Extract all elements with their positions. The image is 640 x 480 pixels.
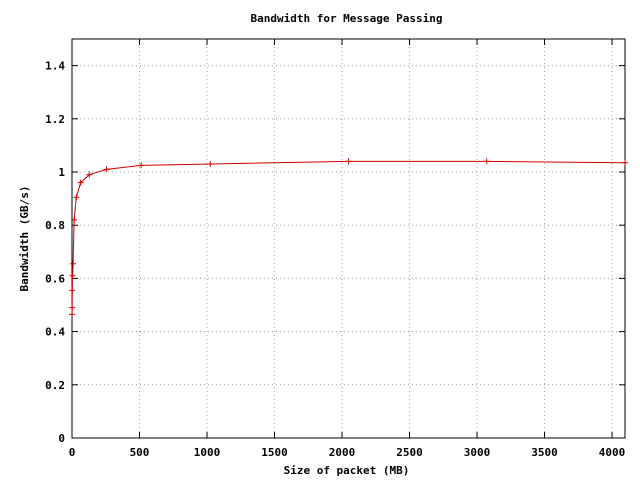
data-point bbox=[86, 171, 93, 178]
series bbox=[69, 158, 628, 318]
y-tick-label: 0.8 bbox=[45, 219, 65, 232]
grid bbox=[72, 39, 625, 438]
x-tick-label: 3000 bbox=[464, 446, 491, 459]
data-point bbox=[70, 260, 77, 267]
y-tick-label: 0.6 bbox=[45, 272, 65, 285]
y-tick-label: 0.4 bbox=[45, 326, 65, 339]
y-tick-label: 1 bbox=[58, 166, 65, 179]
x-tick-label: 500 bbox=[130, 446, 150, 459]
plot-frame bbox=[71, 38, 626, 439]
series-line bbox=[71, 160, 626, 315]
data-point bbox=[69, 272, 76, 279]
x-tick-label: 0 bbox=[69, 446, 76, 459]
y-tick-label: 1.2 bbox=[45, 113, 65, 126]
data-point bbox=[345, 158, 352, 165]
y-tick-label: 1.4 bbox=[45, 60, 65, 73]
x-tick-label: 1500 bbox=[261, 446, 288, 459]
x-tick-label: 3500 bbox=[531, 446, 558, 459]
data-point bbox=[207, 161, 214, 168]
chart-title: Bandwidth for Message Passing bbox=[250, 12, 442, 25]
data-point bbox=[71, 216, 78, 223]
data-point bbox=[138, 162, 145, 169]
x-tick-label: 1000 bbox=[194, 446, 221, 459]
y-axis-label: Bandwidth (GB/s) bbox=[18, 186, 31, 292]
axis-ticks: 0 0.2 0.4 0.6 0.8 1 1.2 1.4 0 500 1000 1500 2000 2500… bbox=[45, 39, 625, 459]
x-tick-label: 2000 bbox=[329, 446, 356, 459]
x-tick-label: 2500 bbox=[396, 446, 423, 459]
y-tick-label: 0 bbox=[58, 432, 65, 445]
data-point bbox=[73, 194, 80, 201]
data-point bbox=[69, 287, 76, 294]
x-tick-label: 4000 bbox=[599, 446, 626, 459]
data-point bbox=[77, 179, 84, 186]
data-point bbox=[622, 159, 628, 166]
data-point bbox=[483, 158, 490, 165]
x-axis-label: Size of packet (MB) bbox=[284, 464, 410, 477]
data-point bbox=[69, 311, 76, 318]
y-tick-label: 0.2 bbox=[45, 379, 65, 392]
data-point bbox=[69, 304, 76, 311]
data-point bbox=[103, 166, 110, 173]
